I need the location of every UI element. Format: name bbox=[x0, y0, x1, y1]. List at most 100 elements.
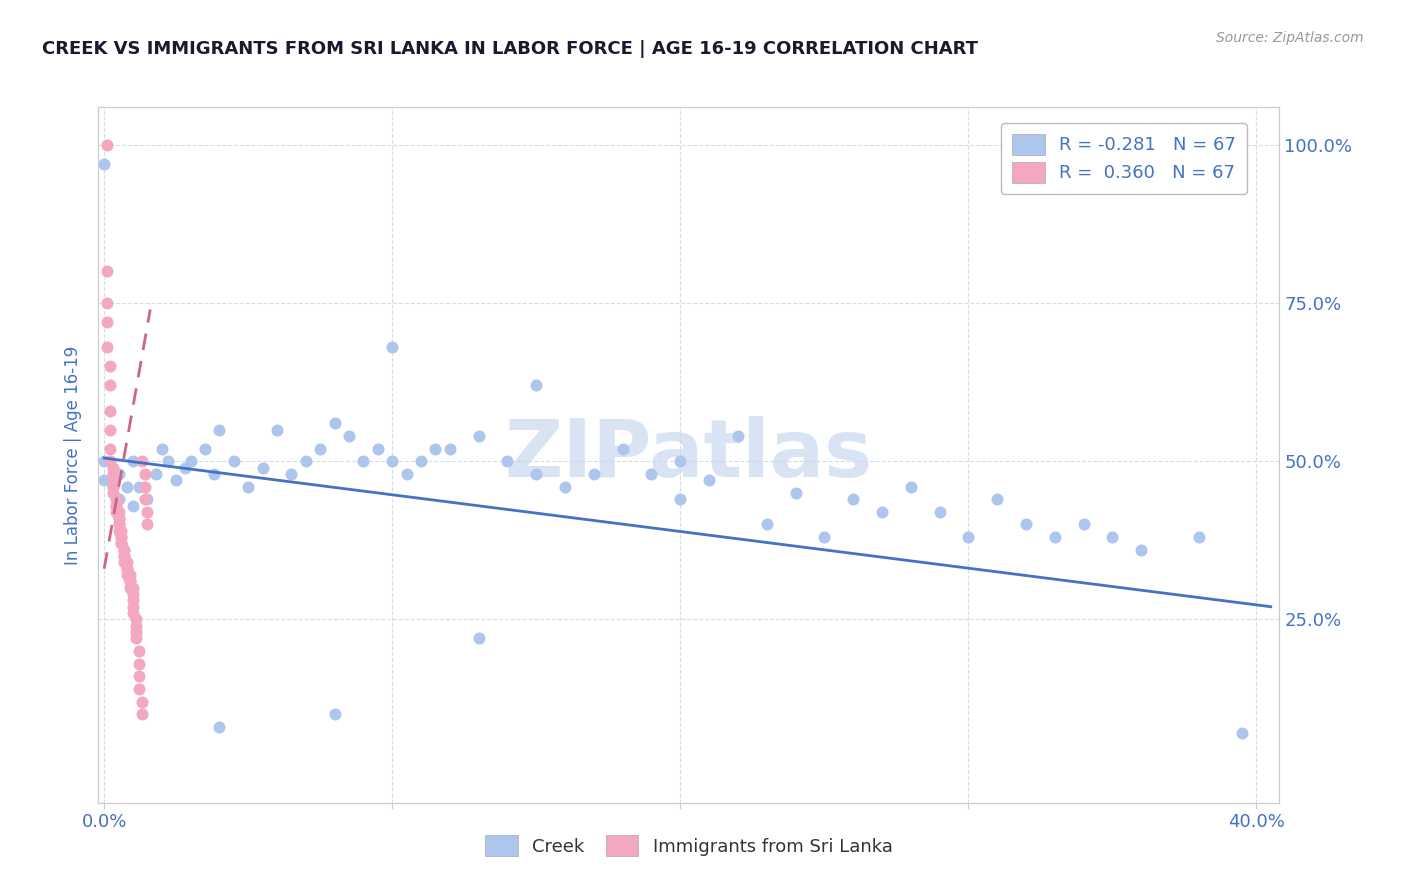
Point bbox=[96, 138, 118, 153]
Point bbox=[957, 530, 980, 544]
Point bbox=[96, 296, 118, 310]
Point bbox=[104, 492, 127, 507]
Point bbox=[1101, 530, 1123, 544]
Point bbox=[425, 442, 447, 456]
Point bbox=[101, 473, 124, 487]
Y-axis label: In Labor Force | Age 16-19: In Labor Force | Age 16-19 bbox=[65, 345, 83, 565]
Point bbox=[208, 720, 231, 734]
Point bbox=[813, 530, 835, 544]
Point bbox=[266, 423, 288, 437]
Point bbox=[352, 454, 374, 468]
Point bbox=[202, 467, 225, 481]
Point bbox=[107, 511, 129, 525]
Point bbox=[134, 492, 156, 507]
Point bbox=[986, 492, 1008, 507]
Point bbox=[395, 467, 418, 481]
Point bbox=[98, 359, 121, 374]
Point bbox=[107, 524, 129, 538]
Point bbox=[128, 669, 150, 683]
Point bbox=[669, 492, 692, 507]
Point bbox=[107, 492, 129, 507]
Point bbox=[96, 340, 118, 354]
Point bbox=[104, 492, 127, 507]
Point bbox=[697, 473, 720, 487]
Point bbox=[252, 460, 274, 475]
Point bbox=[145, 467, 167, 481]
Point bbox=[112, 549, 135, 563]
Point bbox=[524, 467, 547, 481]
Legend: Creek, Immigrants from Sri Lanka: Creek, Immigrants from Sri Lanka bbox=[478, 828, 900, 863]
Point bbox=[98, 442, 121, 456]
Point bbox=[104, 499, 127, 513]
Point bbox=[1015, 517, 1038, 532]
Point bbox=[612, 442, 634, 456]
Point bbox=[582, 467, 605, 481]
Point bbox=[107, 467, 129, 481]
Point bbox=[524, 378, 547, 392]
Point bbox=[669, 454, 692, 468]
Point bbox=[870, 505, 893, 519]
Point bbox=[112, 542, 135, 557]
Point bbox=[101, 486, 124, 500]
Point bbox=[131, 454, 153, 468]
Point bbox=[115, 479, 138, 493]
Point bbox=[134, 479, 156, 493]
Point bbox=[1230, 726, 1253, 740]
Point bbox=[150, 442, 173, 456]
Point bbox=[125, 632, 148, 646]
Point bbox=[93, 157, 115, 171]
Point bbox=[128, 644, 150, 658]
Point bbox=[755, 517, 778, 532]
Point bbox=[101, 467, 124, 481]
Point bbox=[93, 473, 115, 487]
Point bbox=[128, 681, 150, 696]
Point bbox=[131, 695, 153, 709]
Point bbox=[115, 568, 138, 582]
Point bbox=[323, 417, 346, 431]
Point bbox=[194, 442, 217, 456]
Point bbox=[309, 442, 332, 456]
Point bbox=[173, 460, 195, 475]
Point bbox=[295, 454, 318, 468]
Point bbox=[1130, 542, 1153, 557]
Point bbox=[554, 479, 576, 493]
Point bbox=[467, 632, 489, 646]
Point bbox=[928, 505, 950, 519]
Point bbox=[110, 530, 132, 544]
Point bbox=[280, 467, 302, 481]
Point bbox=[134, 467, 156, 481]
Point bbox=[122, 593, 145, 607]
Point bbox=[110, 524, 132, 538]
Point bbox=[112, 542, 135, 557]
Point bbox=[98, 378, 121, 392]
Point bbox=[122, 499, 145, 513]
Point bbox=[120, 581, 142, 595]
Point bbox=[115, 556, 138, 570]
Point bbox=[367, 442, 389, 456]
Point bbox=[323, 707, 346, 722]
Point bbox=[136, 517, 159, 532]
Point bbox=[122, 599, 145, 614]
Point bbox=[1073, 517, 1095, 532]
Point bbox=[842, 492, 865, 507]
Point bbox=[125, 612, 148, 626]
Point bbox=[104, 499, 127, 513]
Point bbox=[131, 707, 153, 722]
Point bbox=[104, 505, 127, 519]
Point bbox=[496, 454, 519, 468]
Point bbox=[900, 479, 922, 493]
Point bbox=[120, 568, 142, 582]
Point bbox=[727, 429, 749, 443]
Point bbox=[115, 562, 138, 576]
Text: CREEK VS IMMIGRANTS FROM SRI LANKA IN LABOR FORCE | AGE 16-19 CORRELATION CHART: CREEK VS IMMIGRANTS FROM SRI LANKA IN LA… bbox=[42, 40, 979, 58]
Point bbox=[101, 479, 124, 493]
Point bbox=[381, 454, 404, 468]
Point bbox=[128, 479, 150, 493]
Point bbox=[136, 492, 159, 507]
Point bbox=[640, 467, 662, 481]
Point bbox=[122, 606, 145, 620]
Point bbox=[110, 530, 132, 544]
Point bbox=[208, 423, 231, 437]
Point bbox=[110, 536, 132, 550]
Point bbox=[409, 454, 432, 468]
